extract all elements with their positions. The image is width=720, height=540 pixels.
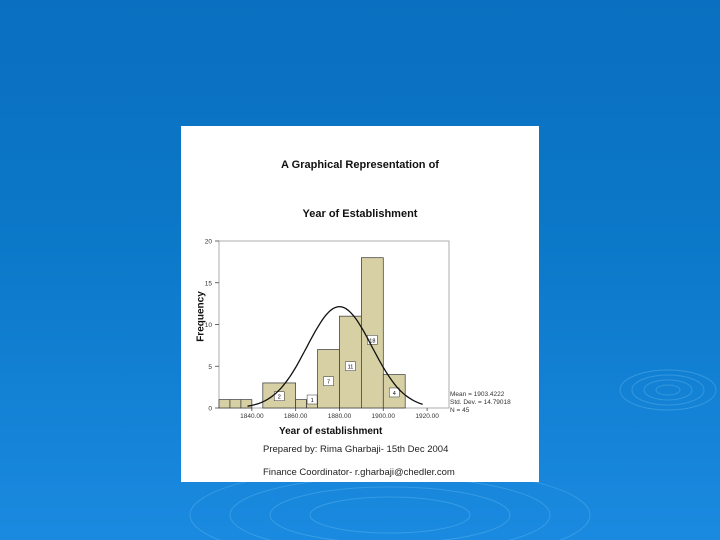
histogram-bar [262, 382, 297, 409]
y-tick-label: 15 [205, 280, 213, 287]
histogram-bar [229, 399, 242, 409]
stats-std: Std. Dev. = 14.79018 [450, 399, 511, 406]
chart-title-line2: Year of Establishment [302, 208, 418, 220]
chart-title-line1: A Graphical Representation of [281, 159, 439, 171]
footer-prepared-by: Prepared by: Rima Gharbaji- 15th Dec 200… [263, 444, 449, 455]
y-tick-label: 20 [205, 239, 213, 246]
histogram-bar [361, 257, 384, 409]
bar-label-box [273, 391, 285, 401]
bar-label-box [323, 376, 334, 386]
histogram: 0 5 10 15 20 1840.00 1860.00 1880.00 1900.00 1920… [205, 239, 450, 420]
y-tick-label: 0 [208, 406, 212, 413]
x-tick-label: 1920.00 [415, 413, 439, 420]
y-tick-label: 10 [205, 322, 213, 329]
x-tick-label: 1840.00 [240, 413, 264, 420]
bar-label-box [345, 361, 356, 371]
bar-data-label: 11 [348, 365, 354, 371]
x-tick-label: 1880.00 [328, 413, 352, 420]
footer-coordinator: Finance Coordinator- r.gharbaji@chedler.… [263, 467, 455, 478]
x-axis-title: Year of establishment [279, 426, 383, 437]
bar-data-label: 1 [311, 398, 314, 404]
normal-curve [247, 305, 423, 407]
x-tick-label: 1860.00 [284, 413, 308, 420]
histogram-bar [240, 399, 253, 409]
bar-data-label: 18 [369, 338, 375, 344]
x-tick-label: 1900.00 [372, 413, 396, 420]
stats-box: Mean = 1903.4222 Std. Dev. = 14.79018 N … [450, 391, 511, 415]
histogram-bar [295, 399, 307, 409]
bar-label-box [388, 387, 400, 398]
y-axis-title: Frequency [195, 291, 207, 342]
stats-mean: Mean = 1903.4222 [450, 391, 505, 398]
y-tick-label: 5 [208, 364, 212, 371]
bar-label-box [367, 335, 378, 345]
stats-n: N = 45 [450, 407, 470, 414]
bar-data-label: 4 [393, 391, 396, 397]
chart-card: A Graphical Representation of Year of Es… [181, 126, 539, 482]
bar-data-label: 2 [278, 395, 281, 401]
bar-data-label: 7 [327, 380, 330, 386]
bar-label-box [306, 394, 318, 405]
histogram-bar [218, 399, 231, 409]
